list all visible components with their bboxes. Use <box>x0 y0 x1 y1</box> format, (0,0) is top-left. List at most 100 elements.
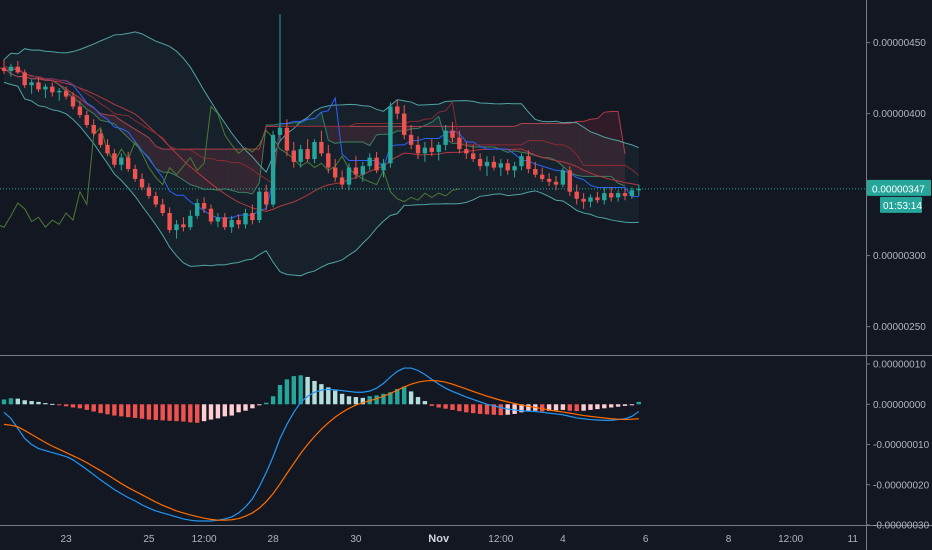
cloud-segment <box>259 124 267 183</box>
candle-body <box>436 144 441 152</box>
candle-body <box>208 208 214 222</box>
candle-body <box>257 191 262 221</box>
current-price-label: 0.00000347 <box>872 184 925 195</box>
macd-histogram-bar <box>160 404 165 421</box>
cloud-segment <box>376 126 384 135</box>
macd-histogram-bar <box>450 404 455 410</box>
cloud-segment <box>473 126 481 147</box>
cloud-segment <box>142 133 149 158</box>
macd-histogram-bar <box>257 404 262 406</box>
countdown-tag <box>880 196 922 213</box>
macd-histogram-bar <box>443 404 448 409</box>
candle-body <box>229 220 234 228</box>
candle-body <box>629 190 635 196</box>
cloud-segment <box>148 137 156 169</box>
cloud-segment <box>355 126 363 142</box>
macd-histogram-bar <box>588 404 593 410</box>
time-tick-label: 28 <box>268 534 280 545</box>
macd-histogram-bar <box>1 399 7 405</box>
candle-body <box>326 153 331 168</box>
candle-body <box>139 178 145 188</box>
macd-histogram-bar <box>264 402 269 405</box>
macd-histogram-bar <box>546 404 552 411</box>
macd-histogram-bar <box>119 404 124 417</box>
base-line <box>3 66 640 185</box>
macd-histogram-bar <box>333 390 338 405</box>
candle-body <box>8 66 14 71</box>
candle-body <box>533 168 538 175</box>
candle-body <box>91 124 96 134</box>
candle-body <box>243 213 248 225</box>
macd-histogram-bar <box>36 401 41 405</box>
macd-histogram-bar <box>153 404 158 420</box>
candle-body <box>57 90 62 93</box>
candle-body <box>284 127 290 151</box>
axes: 0.00000450 0.00000400 0.00000300 0.00000250… <box>61 38 931 545</box>
candle-body <box>43 86 48 90</box>
cloud-segment <box>86 103 94 114</box>
candle-body <box>588 197 593 202</box>
macd-histogram-bar <box>374 395 379 405</box>
candle-body <box>119 157 124 165</box>
candle-body <box>84 115 89 125</box>
candle-body <box>222 217 227 228</box>
candle-body <box>402 113 407 135</box>
macd-histogram-bar <box>270 396 276 405</box>
cloud-segment <box>590 118 598 177</box>
macd-histogram-bar <box>615 404 621 407</box>
macd-histogram-bar <box>595 404 600 410</box>
candle-body <box>553 181 559 185</box>
candle-body <box>415 144 421 154</box>
candle-body <box>457 137 462 150</box>
price-tick-label: 0.00000400 <box>873 109 926 120</box>
candle-body <box>526 156 531 169</box>
cloud-segment <box>314 112 322 127</box>
cloud-segment <box>480 126 487 147</box>
cloud-segment <box>583 119 591 177</box>
bollinger-upper <box>3 31 639 173</box>
time-tick-label: 4 <box>560 534 566 545</box>
candle-body <box>622 193 628 196</box>
candle-body <box>339 177 345 185</box>
time-tick-label: 12:00 <box>488 534 513 545</box>
candle-body <box>581 198 586 202</box>
candle-body <box>250 213 255 221</box>
cloud-segment <box>487 126 494 147</box>
candle-body <box>408 134 414 145</box>
candle-body <box>450 130 455 138</box>
candle-body <box>1 68 7 71</box>
signal-line <box>3 379 639 521</box>
cloud-segment <box>197 149 205 190</box>
candle-body <box>174 224 179 231</box>
macd-histogram-bar <box>222 404 227 417</box>
cloud-segment <box>569 121 577 176</box>
macd-histogram-bar <box>484 404 490 415</box>
macd-histogram-bar <box>15 398 20 405</box>
macd-histogram-bar <box>436 404 441 408</box>
candle-body <box>112 153 117 165</box>
candle-body <box>388 106 393 164</box>
macd-histogram-bar <box>236 404 241 413</box>
macd-histogram-bar <box>229 404 234 416</box>
macd-histogram-bar <box>22 400 27 405</box>
macd-histogram-bar <box>498 404 503 416</box>
indicator-tick-label: -0.00000030 <box>873 521 930 532</box>
cloud-segment <box>362 126 370 146</box>
candle-body <box>105 144 110 154</box>
price-tick-label: 0.00000250 <box>873 322 926 333</box>
macd-histogram-bar <box>464 404 469 413</box>
candle-body <box>70 96 76 107</box>
macd-histogram-bar <box>602 404 607 409</box>
time-tick-label: 12:00 <box>778 534 803 545</box>
candle-body <box>29 82 34 86</box>
macd-histogram-bar <box>91 404 96 412</box>
candles <box>0 14 866 239</box>
cloud-segment <box>562 123 570 173</box>
cloud-segment <box>162 149 170 173</box>
cloud-segment <box>542 123 550 158</box>
macd-histogram-bar <box>98 404 103 414</box>
macd-histogram-bar <box>57 404 62 406</box>
candle-body <box>498 163 503 168</box>
macd-histogram-bar <box>388 392 393 405</box>
